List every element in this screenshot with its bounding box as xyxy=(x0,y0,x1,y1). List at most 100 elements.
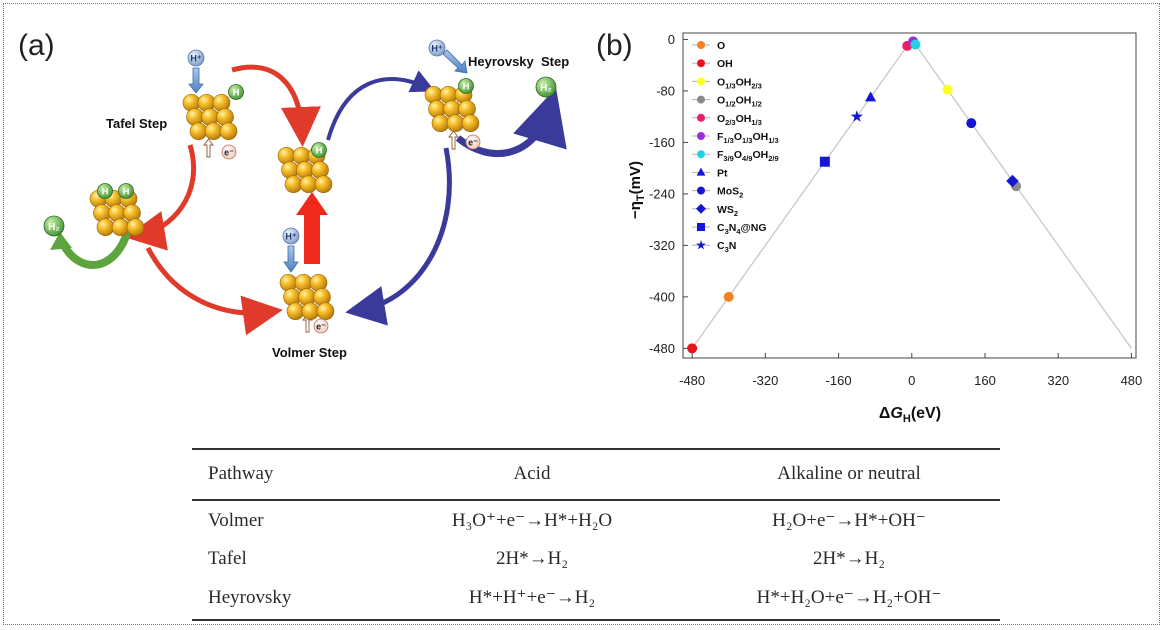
x-tick-label: 160 xyxy=(974,373,996,388)
heyrovsky-step-label: Heyrovsky Step xyxy=(468,54,569,69)
x-axis-label: ΔGH(eV) xyxy=(879,405,941,425)
catalyst-atom xyxy=(189,122,208,141)
svg-text:H₂: H₂ xyxy=(48,222,60,233)
svg-text:H: H xyxy=(102,187,109,198)
svg-text:H⁺: H⁺ xyxy=(285,232,296,242)
legend-label: O1/2OH1/2 xyxy=(717,95,762,109)
pathway-name: Volmer xyxy=(208,509,264,531)
legend-marker xyxy=(696,240,706,250)
h-atom-tafel: H xyxy=(228,84,244,100)
electron-tafel: e⁻ xyxy=(221,144,237,160)
acid-reaction: H₃O⁺+e⁻→H*+H₂O xyxy=(451,510,613,531)
legend-label: C3N4@NG xyxy=(717,222,767,236)
catalyst-atom xyxy=(96,218,115,237)
catalyst-atom xyxy=(431,114,450,133)
electron-volmer: e⁻ xyxy=(313,318,329,334)
catalyst-atom xyxy=(301,302,320,321)
panel-a-label: (a) xyxy=(18,29,55,62)
h-atom-left-2: H xyxy=(118,183,134,199)
legend-label: O2/3OH1/3 xyxy=(717,113,762,127)
x-tick-label: 480 xyxy=(1121,373,1143,388)
electron-arrow-heyrovsky xyxy=(448,130,459,150)
legend-marker xyxy=(697,150,705,159)
legend-label: F3/9O4/9OH2/9 xyxy=(717,149,779,163)
y-tick-label: -160 xyxy=(649,135,675,150)
table-row: Heyrovsky H*+H⁺+e⁻→H₂ H*+H₂O+e⁻→H₂+OH⁻ xyxy=(192,578,1000,621)
hplus-arrow-tafel xyxy=(188,67,204,94)
figure-frame xyxy=(3,3,1160,625)
tafel-step-label: Tafel Step xyxy=(106,116,167,131)
legend-label: OH xyxy=(717,58,733,70)
data-point-f3-9o4-9oh2-9 xyxy=(910,39,921,50)
y-tick-label: -240 xyxy=(649,186,675,201)
x-tick-label: -480 xyxy=(679,373,705,388)
x-tick-label: 320 xyxy=(1047,373,1069,388)
legend-marker xyxy=(697,223,705,231)
y-axis-label: −ηT(mV) xyxy=(627,161,647,219)
y-tick-label: -480 xyxy=(649,341,675,356)
svg-text:H₂: H₂ xyxy=(540,83,552,94)
hplus-ion-tafel: H⁺ xyxy=(187,49,205,67)
y-tick-label: -80 xyxy=(656,83,675,98)
catalyst-atom xyxy=(111,218,130,237)
h-atom-heyrovsky: H xyxy=(458,78,474,94)
x-tick-label: 0 xyxy=(908,373,915,388)
legend-label: WS2 xyxy=(717,204,738,218)
plot-frame xyxy=(682,32,1137,359)
volmer-red-up-arrow xyxy=(296,192,328,264)
legend-label: MoS2 xyxy=(717,186,743,200)
hplus-ion-volmer: H⁺ xyxy=(282,227,300,245)
svg-text:e⁻: e⁻ xyxy=(468,138,478,148)
svg-text:H: H xyxy=(233,88,240,99)
svg-text:H⁺: H⁺ xyxy=(431,44,442,54)
legend-marker xyxy=(697,59,705,68)
pathway-name: Tafel xyxy=(208,548,247,569)
hplus-ion-heyrovsky: H⁺ xyxy=(428,39,446,57)
alkaline-reaction: H₂O+e⁻→H*+OH⁻ xyxy=(772,510,926,531)
legend-label: Pt xyxy=(717,167,728,179)
legend-marker xyxy=(697,113,705,122)
svg-text:e⁻: e⁻ xyxy=(224,148,234,158)
legend-label: O xyxy=(717,40,725,52)
blue-arrow-center-to-heyrovsky xyxy=(326,70,436,141)
legend-marker xyxy=(697,95,705,104)
svg-text:H: H xyxy=(463,82,470,93)
legend-label: C3N xyxy=(717,240,736,254)
data-point-c3n4-ng xyxy=(819,156,830,167)
data-point-o xyxy=(723,291,734,302)
y-tick-label: -320 xyxy=(649,238,675,253)
data-point-mos2 xyxy=(966,118,977,129)
volcano-plot: (b) 0 -80 -160 -240 -320 -400 -480 -480 -320 -16… xyxy=(596,29,1143,425)
acid-reaction: H*+H⁺+e⁻→H₂ xyxy=(366,578,690,621)
header-acid: Acid xyxy=(366,448,690,501)
table-row: Volmer H₃O⁺+e⁻→H*+H₂O H₂O+e⁻→H*+OH⁻ xyxy=(192,500,1000,540)
green-arrow-h2-release xyxy=(58,221,134,269)
catalyst-cluster-heyrovsky xyxy=(424,85,480,133)
alkaline-reaction: H*+H₂O+e⁻→H₂+OH⁻ xyxy=(690,578,1000,621)
y-tick-label: -400 xyxy=(649,289,675,304)
catalyst-atom xyxy=(286,302,305,321)
legend-marker xyxy=(696,203,706,214)
hplus-arrow-heyrovsky xyxy=(442,49,468,74)
data-point-c3n xyxy=(850,110,864,122)
electron-heyrovsky: e⁻ xyxy=(465,134,481,150)
data-point-pt xyxy=(865,91,877,102)
h2-molecule-right: H₂ xyxy=(535,76,557,98)
svg-text:H: H xyxy=(123,187,130,198)
h-atom-center: H xyxy=(311,142,327,158)
y-tick-label: 0 xyxy=(668,32,675,47)
catalyst-atom xyxy=(299,175,318,194)
pathway-name: Heyrovsky xyxy=(192,578,366,621)
catalyst-atom xyxy=(284,175,303,194)
catalyst-cluster-tafel xyxy=(182,93,238,141)
legend-label: O1/3OH2/3 xyxy=(717,76,762,90)
red-arrow-tafel-to-center xyxy=(231,64,321,147)
data-point-oh xyxy=(687,343,698,354)
red-arrow-left-to-volmer xyxy=(145,246,283,336)
header-pathway: Pathway xyxy=(192,448,366,501)
electron-arrow-tafel xyxy=(203,138,214,158)
svg-text:H⁺: H⁺ xyxy=(190,54,201,64)
svg-text:H: H xyxy=(316,146,323,157)
catalyst-atom xyxy=(314,175,333,194)
x-tick-label: -160 xyxy=(826,373,852,388)
